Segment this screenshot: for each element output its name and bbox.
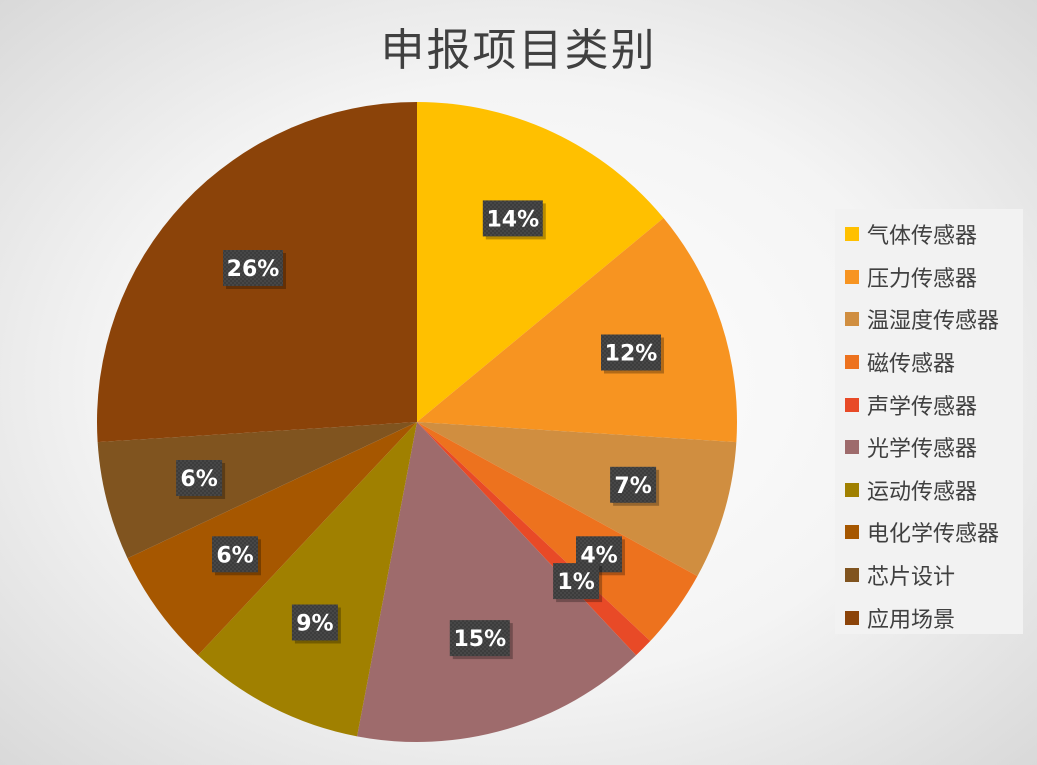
pie-slice-8 — [97, 422, 417, 559]
chart-title: 申报项目类别 — [380, 25, 657, 76]
legend-item-8: 芯片设计 — [835, 554, 1023, 597]
data-label-text: 7% — [614, 474, 651, 499]
legend-label: 应用场景 — [867, 607, 956, 633]
legend-item-5: 光学传感器 — [835, 426, 1023, 469]
data-label-1: 12% — [601, 334, 664, 374]
legend-label: 声学传感器 — [867, 394, 978, 420]
legend-item-6: 运动传感器 — [835, 469, 1023, 512]
legend-item-3: 磁传感器 — [835, 341, 1023, 384]
data-label-box — [176, 460, 223, 496]
data-label-text: 15% — [453, 627, 506, 652]
data-label-text: 26% — [227, 257, 280, 282]
pie-slice-2 — [417, 422, 737, 577]
legend-label: 压力传感器 — [867, 266, 978, 292]
data-label-5: 15% — [449, 620, 513, 660]
legend-item-0: 气体传感器 — [835, 213, 1023, 256]
pie-slice-7 — [127, 422, 418, 656]
data-label-text: 14% — [486, 207, 539, 232]
data-label-text: 6% — [216, 543, 253, 568]
data-label-3: 4% — [576, 536, 625, 576]
data-label-box — [553, 563, 600, 600]
legend-swatch — [845, 610, 859, 625]
data-label-text: 1% — [557, 570, 594, 595]
data-label-text: 9% — [296, 612, 333, 637]
data-label-2: 7% — [610, 466, 660, 506]
legend-swatch — [845, 269, 859, 284]
legend-label: 光学传感器 — [867, 437, 978, 463]
legend-label: 电化学传感器 — [867, 522, 1000, 548]
legend-swatch — [845, 568, 859, 583]
legend-item-9: 应用场景 — [835, 596, 1023, 639]
data-label-4: 1% — [553, 563, 603, 603]
pie-slice-1 — [417, 218, 738, 443]
data-label-0: 14% — [482, 200, 546, 240]
data-label-9: 26% — [223, 250, 286, 289]
pie-data-labels: 14% 12% 7% 4%1% 15% 9% 6% 6% 26% — [176, 200, 664, 660]
data-label-box — [223, 250, 283, 286]
data-label-text: 12% — [605, 342, 658, 367]
legend-swatch — [845, 482, 859, 497]
pie-slice-0 — [417, 102, 664, 422]
data-label-6: 9% — [291, 604, 341, 644]
pie-slice-5 — [357, 422, 637, 742]
data-label-box — [449, 620, 510, 657]
legend-swatch — [845, 440, 859, 455]
legend-item-7: 电化学传感器 — [835, 511, 1023, 554]
pie-slices — [96, 102, 738, 742]
data-label-box — [212, 536, 258, 573]
data-label-box — [482, 200, 543, 237]
legend-label: 芯片设计 — [867, 565, 956, 591]
data-label-8: 6% — [176, 460, 226, 499]
data-label-text: 6% — [180, 467, 217, 492]
legend-item-4: 声学传感器 — [835, 383, 1023, 426]
legend-swatch — [845, 227, 859, 242]
legend-item-2: 温湿度传感器 — [835, 298, 1023, 341]
data-label-box — [610, 466, 657, 503]
legend-swatch — [845, 397, 859, 412]
legend-swatch — [845, 355, 859, 370]
data-label-7: 6% — [212, 536, 261, 576]
legend-label: 磁传感器 — [867, 352, 956, 378]
data-label-box — [291, 604, 338, 641]
legend-label: 气体传感器 — [867, 224, 978, 250]
pie-slice-3 — [417, 422, 698, 642]
pie-slice-6 — [197, 422, 417, 737]
data-label-box — [601, 334, 661, 371]
legend-label: 温湿度传感器 — [867, 309, 1000, 335]
legend-swatch — [845, 312, 859, 327]
legend-swatch — [845, 525, 859, 540]
legend-label: 运动传感器 — [867, 479, 978, 505]
legend: 气体传感器压力传感器温湿度传感器 磁传感器声学传感器光学传感器运动传感器电化学传感… — [835, 209, 1023, 634]
legend-item-1: 压力传感器 — [835, 256, 1023, 299]
